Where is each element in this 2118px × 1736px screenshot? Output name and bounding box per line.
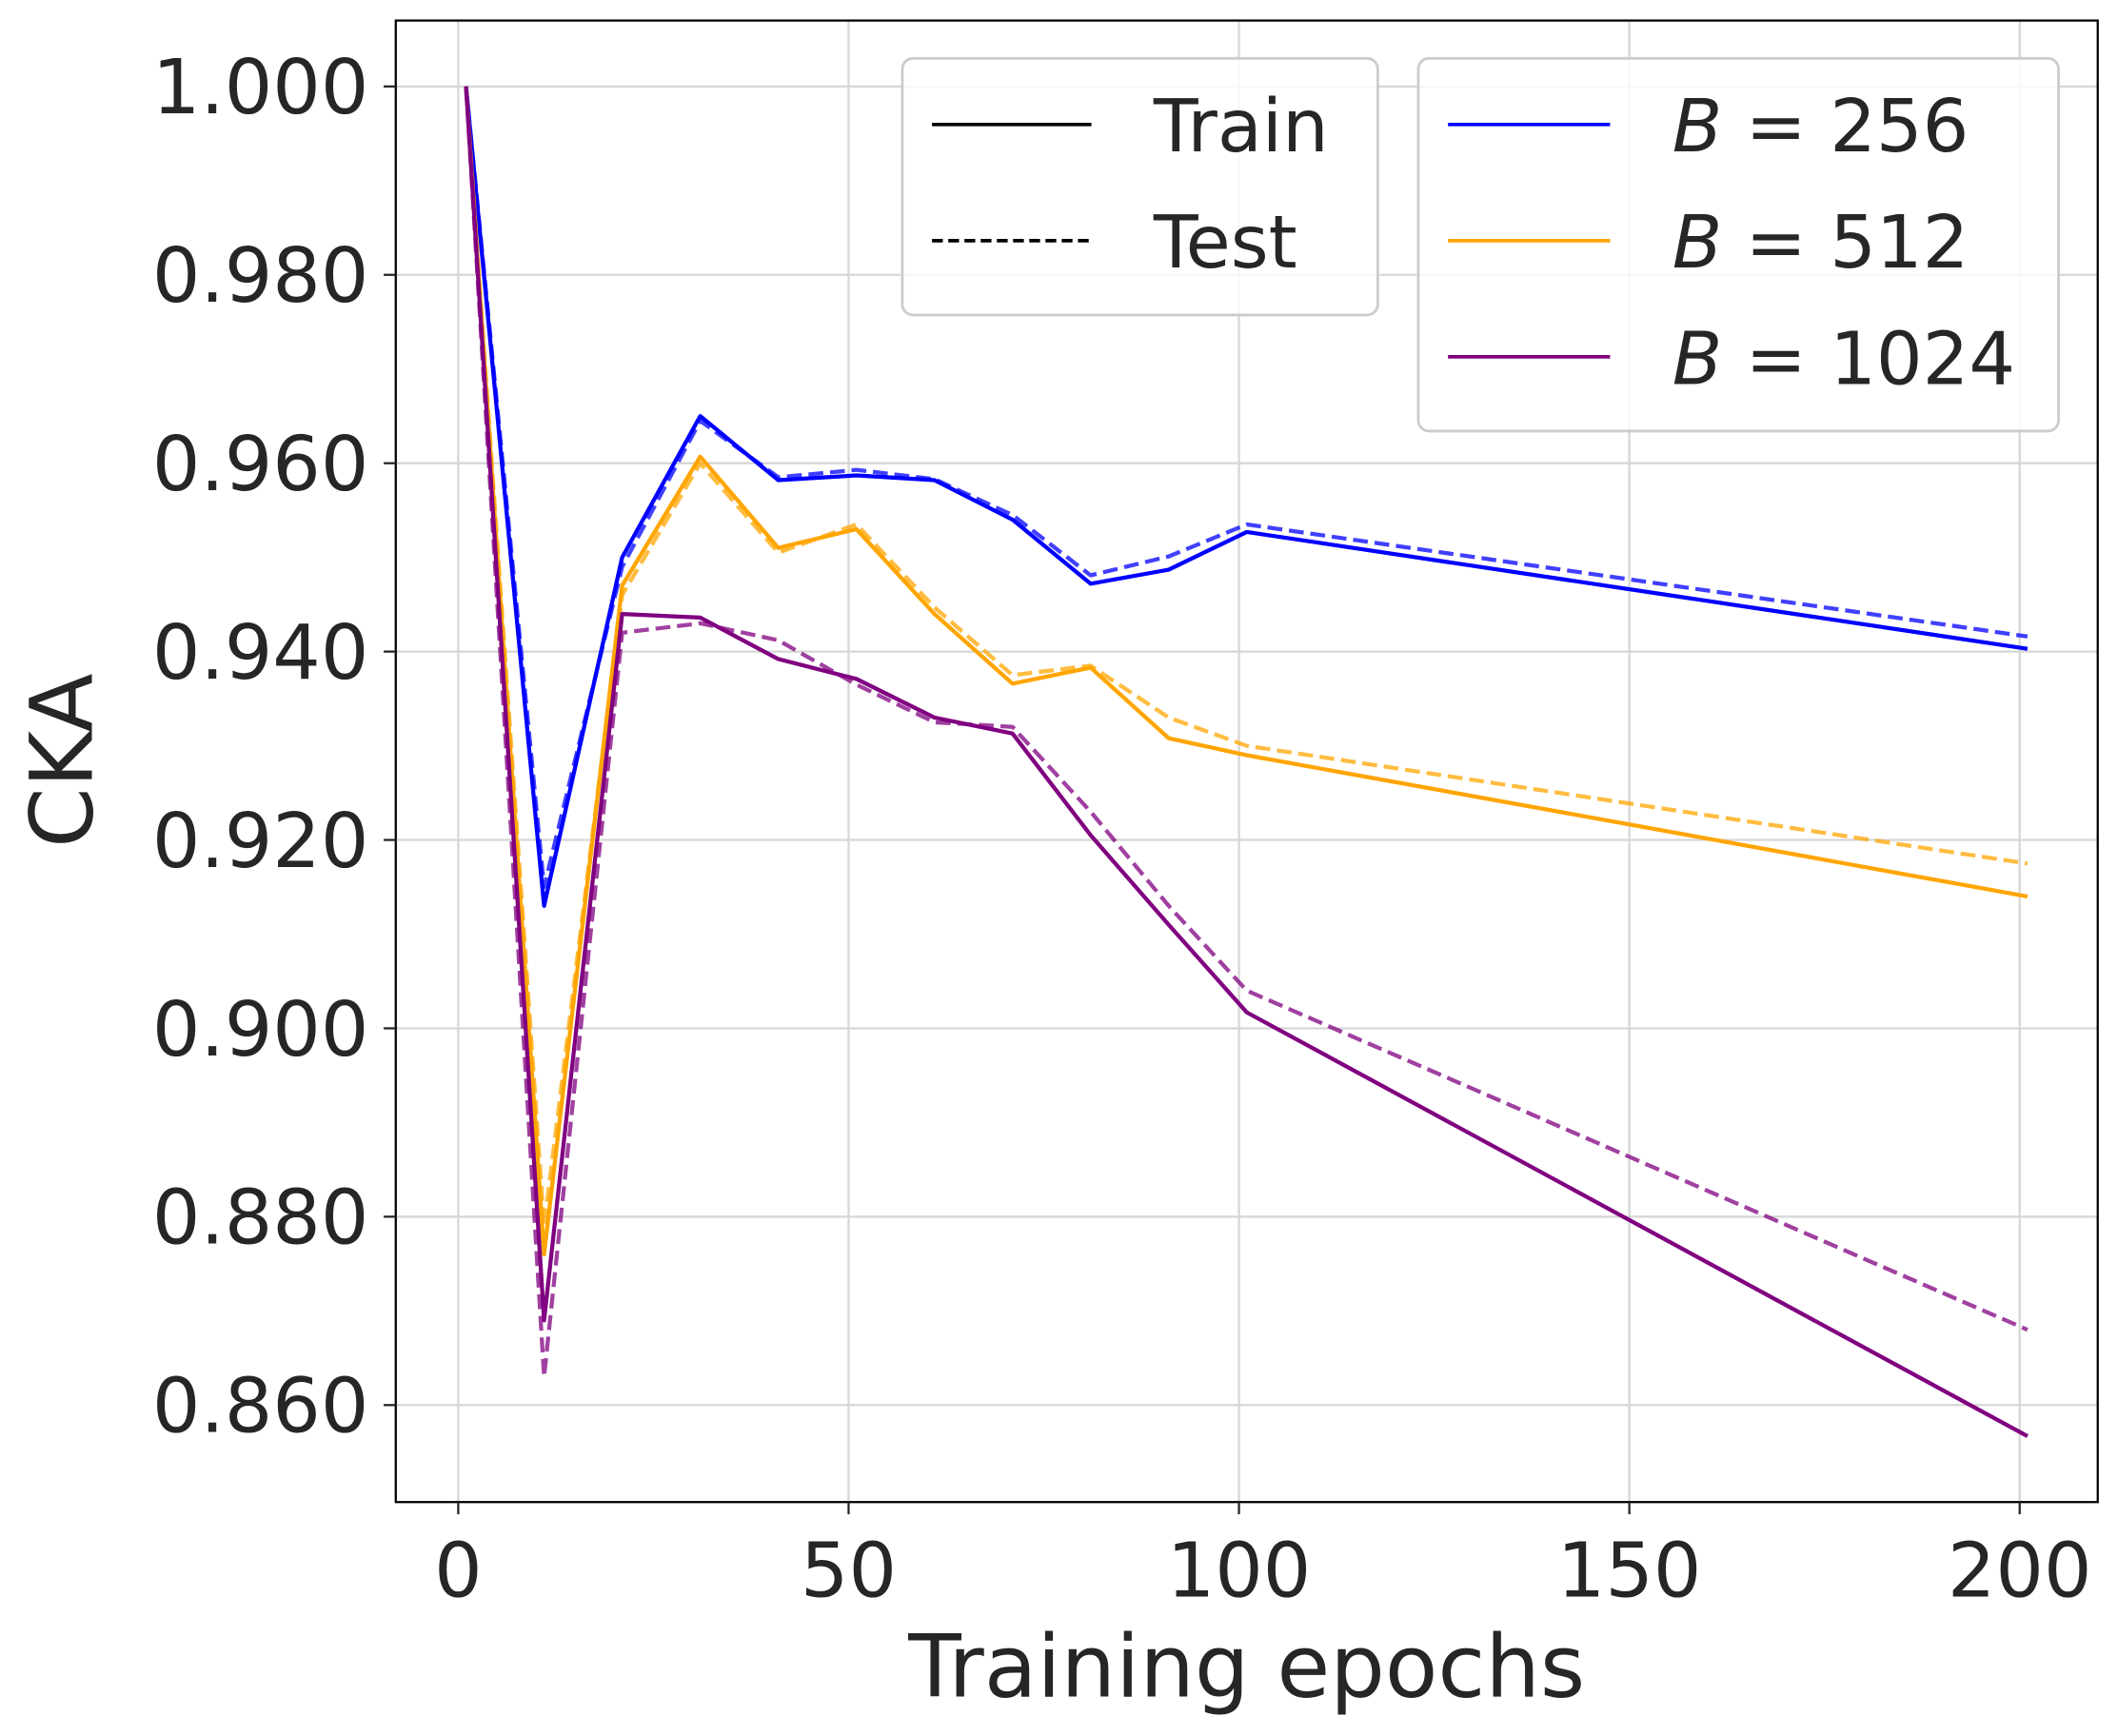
style-legend-box <box>901 56 1379 317</box>
y-tick-label: 0.900 <box>152 985 368 1074</box>
legend-label-B-256: B = 256 <box>1673 85 1970 169</box>
x-tick-label: 200 <box>1948 1527 2092 1615</box>
series-line-512-test <box>464 86 2029 1229</box>
series-line-1024-test <box>464 86 2029 1379</box>
legend-test-label: Test <box>1153 201 1297 286</box>
y-tick-label: 0.920 <box>152 797 368 885</box>
y-tick-label: 0.940 <box>152 608 368 697</box>
y-tick-label: 0.880 <box>152 1174 368 1262</box>
plot-frame <box>394 19 2099 1504</box>
series-line-256-test <box>464 86 2029 890</box>
x-tick-label: 0 <box>434 1527 483 1615</box>
x-tick-label: 50 <box>801 1527 897 1615</box>
y-tick-label: 0.860 <box>152 1362 368 1450</box>
x-tick-label: 100 <box>1167 1527 1312 1615</box>
color-legend: B = 256 B = 512 B = 1024 <box>1416 56 2060 433</box>
legend-train-label: Train <box>1153 85 1329 169</box>
color-legend-box <box>1416 56 2060 433</box>
series-lines <box>464 86 2029 1438</box>
x-axis-label: Training epochs <box>907 1618 1585 1718</box>
x-tick-label: 150 <box>1557 1527 1702 1615</box>
series-line-1024-train <box>464 86 2029 1438</box>
legend-label-B-1024: B = 1024 <box>1673 317 2015 402</box>
legend-label-B-512: B = 512 <box>1673 201 1970 286</box>
y-tick-label: 0.960 <box>152 420 368 508</box>
y-ticks: 0.860 0.880 0.900 0.920 0.940 0.960 0.980 1.000 <box>152 43 396 1450</box>
style-legend: Train Test <box>901 56 1379 317</box>
y-axis-label: CKA <box>12 673 112 847</box>
y-tick-label: 0.980 <box>152 231 368 320</box>
y-tick-label: 1.000 <box>152 43 368 131</box>
x-ticks: 0 50 100 150 200 <box>434 1502 2092 1615</box>
